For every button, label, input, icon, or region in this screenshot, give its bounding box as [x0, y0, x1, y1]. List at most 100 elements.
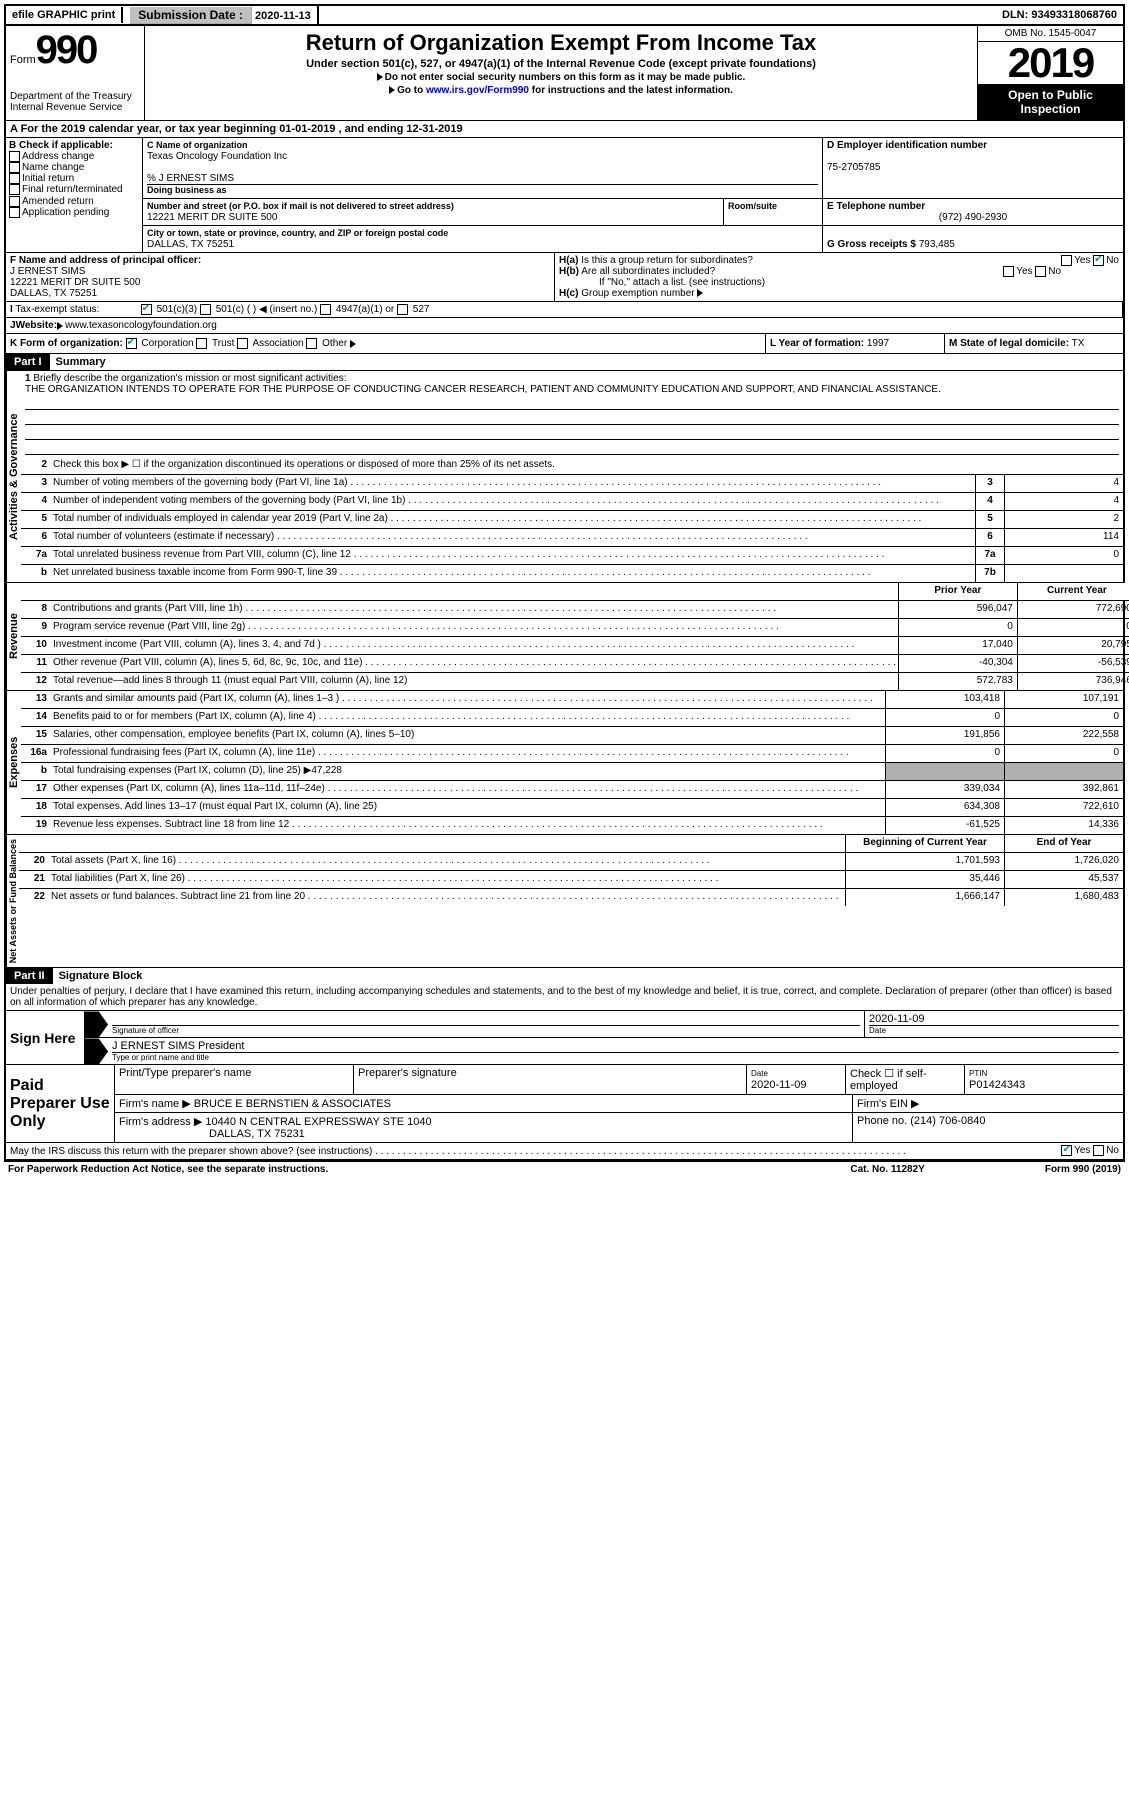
- cb-hb-yes[interactable]: [1003, 266, 1014, 277]
- cb-hb-no[interactable]: [1035, 266, 1046, 277]
- submission-date-button[interactable]: Submission Date :: [129, 6, 252, 24]
- row-klm: K Form of organization: Corporation Trus…: [6, 333, 1123, 353]
- cb-4947[interactable]: [320, 304, 331, 315]
- cb-corp[interactable]: [126, 338, 137, 349]
- hdr-end: End of Year: [1004, 835, 1123, 852]
- sig-officer: Signature of officer: [108, 1011, 865, 1037]
- cb-amended[interactable]: Amended return: [9, 196, 139, 207]
- tab-activities: Activities & Governance: [6, 371, 21, 582]
- v7a: 0: [1004, 547, 1123, 564]
- g-receipts: G Gross receipts $ 793,485: [823, 226, 1123, 252]
- row-j: J Website: www.texasoncologyfoundation.o…: [6, 317, 1123, 333]
- irs-link[interactable]: www.irs.gov/Form990: [426, 85, 529, 96]
- cb-initial[interactable]: Initial return: [9, 173, 139, 184]
- m-state: M State of legal domicile: TX: [945, 334, 1123, 353]
- cb-name[interactable]: Name change: [9, 162, 139, 173]
- form-header: Form990 Department of the TreasuryIntern…: [6, 26, 1123, 120]
- cb-address[interactable]: Address change: [9, 151, 139, 162]
- firm-phone: Phone no. (214) 706-0840: [853, 1113, 1123, 1142]
- col-right: D Employer identification number75-27057…: [822, 138, 1123, 252]
- row-i: I Tax-exempt status: 501(c)(3) 501(c) ( …: [6, 301, 1123, 317]
- b-label: B Check if applicable:: [9, 140, 139, 151]
- cb-ha-yes[interactable]: [1061, 255, 1072, 266]
- tab-netassets: Net Assets or Fund Balances: [6, 835, 19, 967]
- e-phone: E Telephone number(972) 490-2930: [823, 199, 1123, 226]
- firm-addr: Firm's address ▶ 10440 N CENTRAL EXPRESS…: [115, 1113, 853, 1142]
- sign-here-label: Sign Here: [6, 1011, 85, 1064]
- c-street: Number and street (or P.O. box if mail i…: [143, 199, 724, 225]
- prep-sig-lbl: Preparer's signature: [354, 1065, 747, 1094]
- website-link[interactable]: www.texasoncologyfoundation.org: [65, 320, 217, 331]
- row-fh: F Name and address of principal officer:…: [6, 252, 1123, 301]
- arrow-icon: [85, 1011, 108, 1037]
- open-inspection: Open to Public Inspection: [978, 84, 1123, 120]
- cb-final[interactable]: Final return/terminated: [9, 184, 139, 195]
- arrow-icon: [377, 73, 383, 81]
- cb-501c[interactable]: [200, 304, 211, 315]
- c-address-row: Number and street (or P.O. box if mail i…: [143, 199, 822, 226]
- discuss-row: May the IRS discuss this return with the…: [6, 1142, 1123, 1158]
- header-right: OMB No. 1545-0047 2019 Open to Public In…: [977, 26, 1123, 120]
- form-word: Form: [10, 54, 36, 66]
- cb-527[interactable]: [397, 304, 408, 315]
- d-ein: D Employer identification number75-27057…: [823, 138, 1123, 199]
- v6: 114: [1004, 529, 1123, 546]
- dln: DLN: 93493318068760: [996, 7, 1123, 23]
- v4: 4: [1004, 493, 1123, 510]
- submission-date: 2020-11-13: [255, 10, 311, 22]
- form-number: 990: [36, 28, 97, 72]
- revenue-section: Revenue Prior YearCurrent Year 8Contribu…: [6, 582, 1123, 690]
- v3: 4: [1004, 475, 1123, 492]
- efile-label: efile GRAPHIC print: [6, 7, 123, 23]
- cb-trust[interactable]: [196, 338, 207, 349]
- firm-ein: Firm's EIN ▶: [853, 1095, 1123, 1112]
- cb-assoc[interactable]: [237, 338, 248, 349]
- tab-revenue: Revenue: [6, 583, 21, 690]
- cb-discuss-yes[interactable]: [1061, 1145, 1072, 1156]
- tab-expenses: Expenses: [6, 691, 21, 834]
- f-officer: F Name and address of principal officer:…: [6, 253, 555, 301]
- sig-date: 2020-11-09Date: [865, 1011, 1123, 1037]
- c-room: Room/suite: [724, 199, 822, 225]
- form-outer: Form990 Department of the TreasuryIntern…: [4, 26, 1125, 1161]
- line-1: 1 Briefly describe the organization's mi…: [21, 371, 1123, 457]
- footer-left: For Paperwork Reduction Act Notice, see …: [8, 1164, 328, 1175]
- part-i-header: Part I Summary: [6, 353, 1123, 370]
- footer-right: Form 990 (2019): [1045, 1164, 1121, 1175]
- paid-preparer-label: Paid Preparer Use Only: [6, 1065, 115, 1142]
- k-form-org: K Form of organization: Corporation Trus…: [6, 334, 766, 353]
- sig-declaration: Under penalties of perjury, I declare th…: [6, 984, 1123, 1010]
- cb-other[interactable]: [306, 338, 317, 349]
- prep-date: Date2020-11-09: [747, 1065, 846, 1094]
- cb-discuss-no[interactable]: [1093, 1145, 1104, 1156]
- line-a: A For the 2019 calendar year, or tax yea…: [6, 120, 1123, 137]
- page-footer: For Paperwork Reduction Act Notice, see …: [4, 1161, 1125, 1177]
- note-link: Go to www.irs.gov/Form990 for instructio…: [149, 85, 973, 96]
- prep-selfemp: Check ☐ if self-employed: [846, 1065, 965, 1094]
- paid-preparer-row: Paid Preparer Use Only Print/Type prepar…: [6, 1064, 1123, 1142]
- arrow-icon: [85, 1038, 108, 1064]
- l-year: L Year of formation: 1997: [766, 334, 945, 353]
- section-b-row: B Check if applicable: Address change Na…: [6, 137, 1123, 252]
- prep-name-lbl: Print/Type preparer's name: [115, 1065, 354, 1094]
- v5: 2: [1004, 511, 1123, 528]
- tax-year: 2019: [978, 42, 1123, 84]
- hdr-beg: Beginning of Current Year: [845, 835, 1004, 852]
- cb-ha-no[interactable]: [1093, 255, 1104, 266]
- cb-501c3[interactable]: [141, 304, 152, 315]
- form-title: Return of Organization Exempt From Incom…: [149, 30, 973, 56]
- submission-cell: Submission Date : 2020-11-13: [123, 6, 318, 24]
- arrow-icon: [389, 86, 395, 94]
- h-group: H(a) Is this a group return for subordin…: [555, 253, 1123, 301]
- c-city: City or town, state or province, country…: [143, 226, 822, 252]
- top-bar: efile GRAPHIC print Submission Date : 20…: [4, 4, 1125, 26]
- header-mid: Return of Organization Exempt From Incom…: [145, 26, 977, 120]
- dept-treasury: Department of the TreasuryInternal Reven…: [10, 91, 140, 113]
- firm-name: Firm's name ▶ BRUCE E BERNSTIEN & ASSOCI…: [115, 1095, 853, 1112]
- hdr-curr: Current Year: [1017, 583, 1129, 600]
- cb-pending[interactable]: Application pending: [9, 207, 139, 218]
- activities-section: Activities & Governance 1 Briefly descri…: [6, 370, 1123, 582]
- sig-name: J ERNEST SIMS PresidentType or print nam…: [108, 1038, 1123, 1064]
- v7b: [1004, 565, 1123, 582]
- hdr-prior: Prior Year: [898, 583, 1017, 600]
